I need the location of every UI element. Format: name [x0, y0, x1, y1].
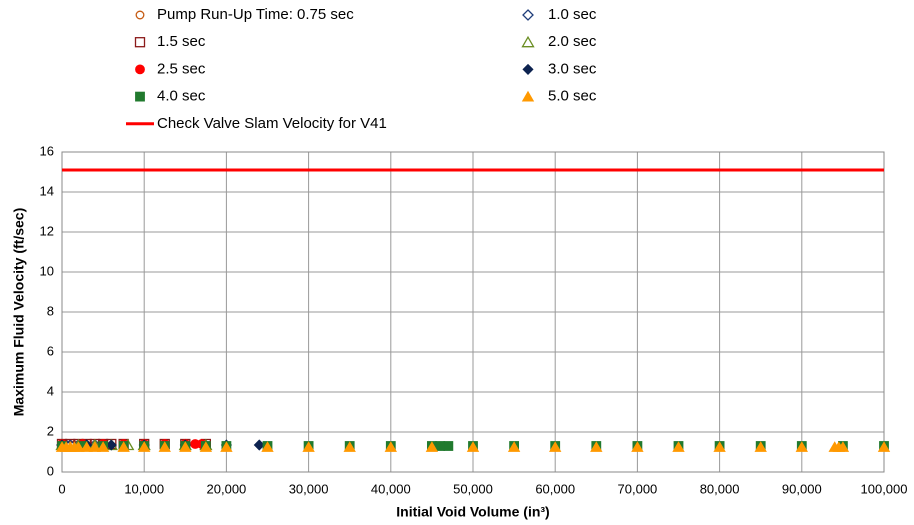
legend-label: 5.0 sec [548, 88, 597, 105]
legend-label: Pump Run-Up Time: 0.75 sec [157, 6, 354, 23]
legend-swatch [135, 64, 145, 75]
plot-border [61, 151, 885, 473]
legend-label: 2.5 sec [157, 60, 206, 77]
point [220, 441, 233, 452]
x-tick-label: 50,000 [453, 481, 493, 496]
legend-label: 1.5 sec [157, 33, 206, 50]
x-tick-label: 70,000 [618, 481, 658, 496]
point [795, 441, 808, 452]
point [96, 441, 110, 452]
legend-label: 2.0 sec [548, 33, 597, 50]
point [88, 441, 102, 452]
legend-swatch [521, 35, 535, 48]
legend: Pump Run-Up Time: 0.75 sec 1.0 sec 1.5 sec… [126, 6, 597, 132]
point [713, 441, 726, 452]
legend-swatch [521, 90, 535, 102]
y-tick-label: 0 [47, 463, 54, 478]
point [631, 441, 644, 452]
y-tick-label: 14 [40, 183, 54, 198]
y-tick-label: 6 [47, 343, 54, 358]
point [466, 441, 480, 452]
x-tick-label: 10,000 [124, 481, 164, 496]
legend-label: Check Valve Slam Velocity for V41 [157, 115, 387, 132]
point [590, 441, 603, 452]
legend-swatch [134, 37, 146, 48]
point [754, 441, 767, 452]
point [158, 441, 171, 452]
y-tick-label: 2 [47, 423, 54, 438]
x-tick-label: 30,000 [289, 481, 329, 496]
y-tick-label: 10 [40, 263, 54, 278]
point [179, 441, 192, 452]
point [138, 441, 151, 452]
x-tick-label: 20,000 [207, 481, 247, 496]
point [199, 441, 213, 452]
point [549, 441, 562, 452]
point [261, 441, 274, 452]
y-tick-label: 4 [47, 383, 54, 398]
x-tick-label: 100,000 [861, 481, 908, 496]
point [836, 441, 850, 452]
point [435, 441, 446, 451]
legend-swatch [135, 10, 145, 20]
legend-swatch [522, 63, 534, 75]
legend-label: 1.0 sec [548, 6, 597, 23]
x-tick-label: 90,000 [782, 481, 822, 496]
point [672, 441, 685, 452]
point [72, 441, 85, 452]
x-axis-title: Initial Void Volume (in³) [396, 504, 549, 520]
point [302, 441, 315, 452]
y-tick-label: 8 [47, 303, 54, 318]
y-tick-label: 16 [40, 143, 54, 158]
point [443, 441, 454, 451]
point [877, 441, 891, 452]
legend-swatch [135, 91, 145, 102]
x-tick-label: 60,000 [535, 481, 575, 496]
point [117, 441, 130, 452]
point [507, 441, 521, 452]
y-axis-title: Maximum Fluid Velocity (ft/sec) [11, 208, 27, 417]
x-tick-label: 40,000 [371, 481, 411, 496]
legend-swatch [522, 9, 534, 21]
point [384, 441, 397, 452]
x-tick-label: 0 [58, 481, 65, 496]
x-tick-label: 80,000 [700, 481, 740, 496]
y-tick-label: 12 [40, 223, 54, 238]
point [343, 441, 356, 452]
point [80, 441, 93, 452]
legend-label: 4.0 sec [157, 88, 206, 105]
point [425, 441, 439, 452]
legend-label: 3.0 sec [548, 60, 597, 77]
